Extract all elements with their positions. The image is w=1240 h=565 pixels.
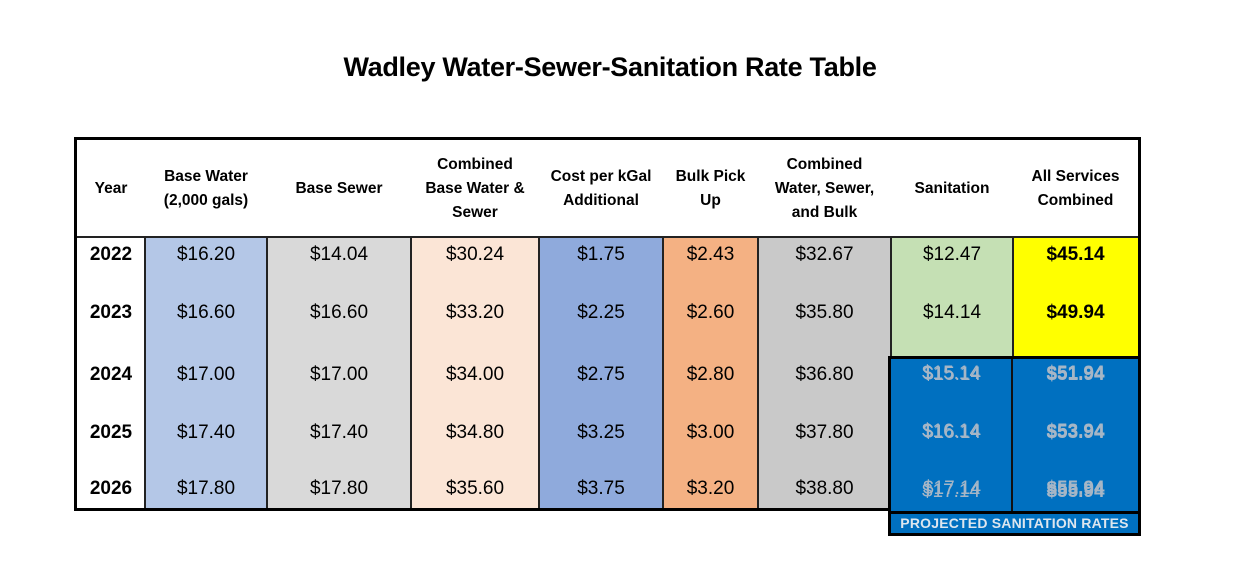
rate-cell-bulk: $2.43 xyxy=(686,244,735,265)
rate-cell-combined_wsb: $38.80 xyxy=(795,478,854,499)
year-cell: 2025 xyxy=(89,422,133,443)
projected-rate-sanitation: $15.14 xyxy=(921,363,981,384)
rate-table: Year 2022 2023 2024 2025 2026 Base Water (2,000… xyxy=(74,137,1141,511)
rate-cell-bulk: $2.80 xyxy=(686,364,735,385)
projected-rate-all: $55.94 xyxy=(1046,481,1105,502)
rate-cell-base_sewer: $14.04 xyxy=(309,244,369,265)
column-header-line: Sanitation xyxy=(914,180,990,197)
rate-cell-base_water: $16.20 xyxy=(176,244,236,265)
rate-cell-base_water: $17.80 xyxy=(176,478,236,499)
projected-rate-all: $53.94 xyxy=(1046,421,1105,442)
column-header-base_water: Base Water (2,000 gals) xyxy=(145,140,267,238)
column-divider xyxy=(757,238,759,508)
rate-cell-base_water: $17.00 xyxy=(176,364,236,385)
column-base_water: Base Water (2,000 gals) $16.20 $16.60 $17.00… xyxy=(145,140,267,508)
rate-cell-all: $53.94 xyxy=(1046,422,1105,443)
column-divider xyxy=(144,238,146,508)
projected-rates-box: $15.14 $51.94 $16.14 $53.94 $17.14 $55.94 xyxy=(888,356,1141,514)
rate-cell-combined_wsb: $37.80 xyxy=(795,422,854,443)
column-header-line: Up xyxy=(700,192,721,209)
rate-cell-sanitation: $17.14 xyxy=(922,478,982,499)
column-header-line: and Bulk xyxy=(791,204,858,221)
year-cell: 2022 xyxy=(89,244,133,265)
projected-rate-sanitation: $16.14 xyxy=(921,421,981,442)
rate-cell-cost_kgal: $3.25 xyxy=(577,422,625,443)
column-header-line: Sewer xyxy=(452,204,498,221)
rate-cell-base_water: $17.40 xyxy=(176,422,236,443)
column-header-year: Year xyxy=(77,140,145,238)
column-header-cost_kgal: Cost per kGal Additional xyxy=(539,140,663,238)
rate-cell-combined_ws: $34.80 xyxy=(445,422,505,443)
rate-cell-base_sewer: $17.00 xyxy=(309,364,369,385)
rate-cell-sanitation: $14.14 xyxy=(922,302,982,323)
rate-cell-combined_wsb: $36.80 xyxy=(795,364,854,385)
rate-cell-combined_ws: $35.60 xyxy=(445,478,505,499)
column-header-line: Additional xyxy=(563,192,639,209)
year-cell: 2024 xyxy=(89,364,133,385)
column-divider xyxy=(538,238,540,508)
column-header-base_sewer: Base Sewer xyxy=(267,140,411,238)
rate-cell-combined_ws: $30.24 xyxy=(445,244,505,265)
column-header-combined_wsb: Combined Water, Sewer, and Bulk xyxy=(758,140,891,238)
rate-cell-sanitation: $12.47 xyxy=(922,244,982,265)
column-header-line: All Services xyxy=(1031,168,1120,185)
column-header-line: (2,000 gals) xyxy=(163,192,249,209)
column-header-line: Combined xyxy=(437,156,513,173)
rate-cell-bulk: $3.00 xyxy=(686,422,735,443)
rate-cell-sanitation: $15.14 xyxy=(922,364,982,385)
rate-cell-base_sewer: $17.80 xyxy=(309,478,369,499)
header-divider xyxy=(77,236,1138,238)
rate-cell-bulk: $2.60 xyxy=(686,302,735,323)
rate-cell-cost_kgal: $2.75 xyxy=(577,364,625,385)
column-header-bulk: Bulk Pick Up xyxy=(663,140,758,238)
page-title: Wadley Water-Sewer-Sanitation Rate Table xyxy=(343,52,877,82)
rate-cell-cost_kgal: $2.25 xyxy=(577,302,625,323)
column-header-line: Bulk Pick xyxy=(675,168,746,185)
rate-cell-cost_kgal: $1.75 xyxy=(577,244,625,265)
column-divider xyxy=(410,238,412,508)
column-header-line: Year xyxy=(94,180,128,197)
column-bulk: Bulk Pick Up $2.43 $2.60 $2.80 $3.00 $3.20 xyxy=(663,140,758,508)
column-header-line: Base Water & xyxy=(425,180,525,197)
column-header-line: Base Water xyxy=(164,168,248,185)
rate-cell-combined_wsb: $32.67 xyxy=(795,244,854,265)
rate-cell-all: $55.94 xyxy=(1046,478,1105,499)
column-combined_wsb: Combined Water, Sewer, and Bulk $32.67 $35.8… xyxy=(758,140,891,508)
column-header-line: Combined xyxy=(1037,192,1114,209)
rate-cell-cost_kgal: $3.75 xyxy=(577,478,625,499)
column-header-line: Cost per kGal xyxy=(550,168,652,185)
column-year: Year 2022 2023 2024 2025 2026 xyxy=(77,140,145,508)
column-header-sanitation: Sanitation xyxy=(891,140,1013,238)
column-header-all: All Services Combined xyxy=(1013,140,1138,238)
column-divider xyxy=(662,238,664,508)
projected-sanitation-rates-label: PROJECTED SANITATION RATES xyxy=(888,511,1141,536)
projected-divider xyxy=(1011,359,1013,511)
rate-cell-base_sewer: $17.40 xyxy=(309,422,369,443)
rate-cell-sanitation: $16.14 xyxy=(922,422,982,443)
year-cell: 2026 xyxy=(89,478,133,499)
rate-cell-base_water: $16.60 xyxy=(176,302,236,323)
rate-cell-combined_ws: $34.00 xyxy=(445,364,505,385)
rate-cell-combined_wsb: $35.80 xyxy=(795,302,854,323)
rate-cell-all: $45.14 xyxy=(1046,244,1105,265)
column-header-line: Combined xyxy=(786,156,863,173)
rate-cell-bulk: $3.20 xyxy=(686,478,735,499)
rate-cell-all: $51.94 xyxy=(1046,364,1105,385)
column-header-line: Water, Sewer, xyxy=(774,180,875,197)
column-header-line: Base Sewer xyxy=(295,180,383,197)
column-header-combined_ws: Combined Base Water & Sewer xyxy=(411,140,539,238)
column-divider xyxy=(266,238,268,508)
column-base_sewer: Base Sewer $14.04 $16.60 $17.00 $17.40 $17.80 xyxy=(267,140,411,508)
projected-rate-sanitation: $17.14 xyxy=(921,481,981,502)
column-combined_ws: Combined Base Water & Sewer $30.24 $33.20 $34… xyxy=(411,140,539,508)
projected-rate-all: $51.94 xyxy=(1046,363,1105,384)
rate-cell-combined_ws: $33.20 xyxy=(445,302,505,323)
rate-cell-all: $49.94 xyxy=(1046,302,1105,323)
rate-cell-base_sewer: $16.60 xyxy=(309,302,369,323)
year-cell: 2023 xyxy=(89,302,133,323)
column-cost_kgal: Cost per kGal Additional $1.75 $2.25 $2.75 $3… xyxy=(539,140,663,508)
